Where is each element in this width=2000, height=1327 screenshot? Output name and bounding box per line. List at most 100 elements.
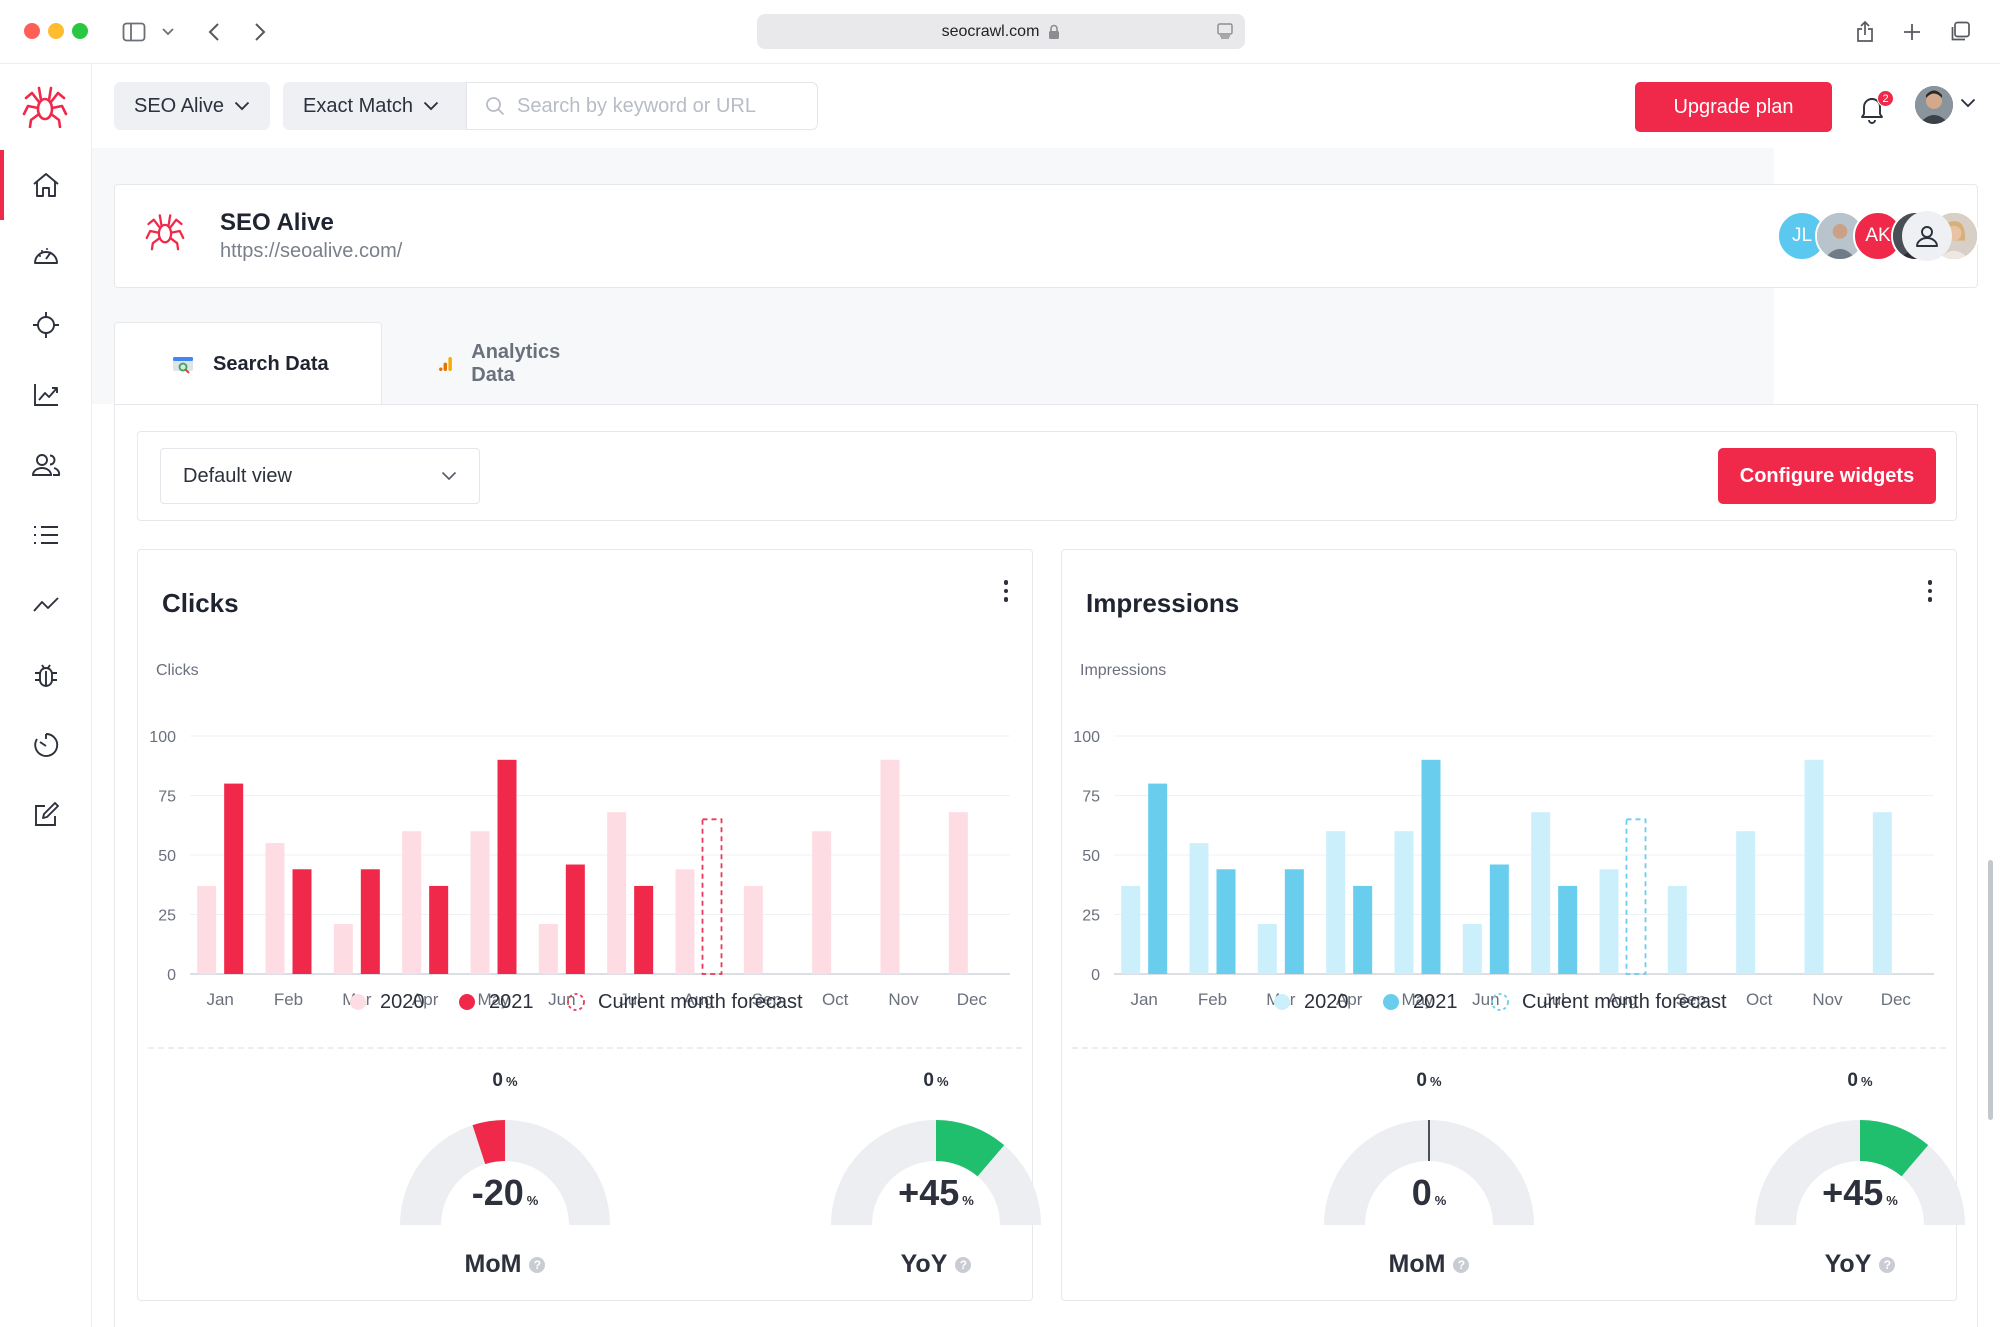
bar-2021-feb[interactable] [1216,869,1236,974]
close-window-button[interactable] [24,23,40,39]
y-tick-label: 0 [1091,967,1100,984]
bar-2020-may[interactable] [470,831,490,974]
help-icon[interactable]: ? [1879,1256,1896,1273]
help-icon[interactable]: ? [529,1256,546,1273]
match-type-select[interactable]: Exact Match [283,82,466,130]
bar-2020-jun[interactable] [1462,924,1482,974]
bar-2020-dec[interactable] [1872,812,1892,974]
x-tick-label: Dec [1881,990,1912,1009]
new-tab-button[interactable] [1896,16,1928,48]
back-button[interactable] [198,16,230,48]
chevron-right-icon [255,23,266,41]
sidebar-toggle-button[interactable] [118,16,150,48]
nav-tracking[interactable] [0,290,91,360]
nav-dashboard[interactable] [0,220,91,290]
gauge-value-number: -20 [471,1172,524,1213]
bar-2020-mar[interactable] [1257,924,1277,974]
x-tick-label: May [1401,990,1434,1009]
bar-2020-jan[interactable] [1121,885,1141,974]
widget-menu-button[interactable] [1920,576,1940,606]
legend-item[interactable]: Current month forecast [567,991,803,1013]
nav-performance[interactable] [0,360,91,430]
search-data-panel: Default view Configure widgets Clicks Cl… [114,404,1978,1327]
share-button[interactable] [1849,16,1881,48]
bar-2020-nov[interactable] [880,759,900,974]
gauge-label-text: YoY [1824,1250,1872,1278]
minimize-window-button[interactable] [48,23,64,39]
bar-2020-feb[interactable] [265,843,285,974]
reader-mode-icon[interactable] [1217,23,1233,39]
address-bar[interactable]: seocrawl.com [757,14,1245,49]
nav-notes[interactable] [0,780,91,850]
bar-forecast-aug[interactable] [701,818,723,975]
nav-site-audit[interactable] [0,640,91,710]
bar-2021-jan[interactable] [1148,783,1168,974]
bar-2020-sep[interactable] [743,885,763,974]
bar-2021-may[interactable] [497,759,517,974]
bar-2020-apr[interactable] [402,831,422,974]
legend-item[interactable]: Current month forecast [1491,991,1727,1013]
configure-widgets-button[interactable]: Configure widgets [1718,448,1936,504]
zoom-window-button[interactable] [72,23,88,39]
upgrade-plan-button[interactable]: Upgrade plan [1635,82,1832,132]
bar-2020-aug[interactable] [1599,869,1619,974]
bar-2021-feb[interactable] [292,869,312,974]
bar-2021-jun[interactable] [1489,864,1509,974]
legend-item[interactable]: 2021 [459,991,534,1013]
nav-competitors[interactable] [0,430,91,500]
bar-forecast-aug[interactable] [1625,818,1647,975]
page-scrollbar[interactable] [1988,860,1993,1120]
bar-2021-jun[interactable] [565,864,585,974]
bar-2021-jul[interactable] [1558,885,1578,974]
bar-2020-nov[interactable] [1804,759,1824,974]
bar-2021-mar[interactable] [360,869,380,974]
bar-2021-apr[interactable] [429,885,449,974]
legend-item[interactable]: 2020 [350,991,425,1013]
add-member-button[interactable] [1902,211,1952,261]
tab-overview-dropdown[interactable] [158,16,178,48]
seocrawl-logo[interactable] [22,84,68,128]
nav-trends[interactable] [0,570,91,640]
widget-menu-button[interactable] [996,576,1016,606]
clicks-bar-chart: Clicks0255075100JanFebMarAprMayJunJulAug… [149,662,1010,1009]
bar-2020-sep[interactable] [1667,885,1687,974]
user-avatar[interactable] [1915,86,1953,124]
project-url[interactable]: https://seoalive.com/ [220,240,403,262]
tab-search-data[interactable]: Search Data [114,322,382,406]
bar-2021-jul[interactable] [634,885,654,974]
nav-history[interactable] [0,710,91,780]
legend-item[interactable]: 2020 [1274,991,1349,1013]
bar-2020-may[interactable] [1394,831,1414,974]
view-select[interactable]: Default view [160,448,480,504]
dot [1927,580,1933,585]
search-input[interactable] [517,94,807,118]
forward-button[interactable] [244,16,276,48]
bar-2021-mar[interactable] [1284,869,1304,974]
nav-keyword-lists[interactable] [0,500,91,570]
bar-2020-apr[interactable] [1326,831,1346,974]
bar-2021-jan[interactable] [224,783,244,974]
legend-item[interactable]: 2021 [1383,991,1458,1013]
notification-badge: 2 [1877,90,1894,107]
help-icon[interactable]: ? [955,1256,972,1273]
bar-2020-jul[interactable] [607,812,627,974]
tabs-overview-button[interactable] [1944,16,1976,48]
gauge-value: 0% [1299,1172,1559,1214]
bar-2020-jan[interactable] [197,885,217,974]
bar-2020-oct[interactable] [1736,831,1756,974]
notifications-button[interactable]: 2 [1855,88,1895,128]
bar-2020-mar[interactable] [333,924,353,974]
bar-2020-feb[interactable] [1189,843,1209,974]
bar-2020-oct[interactable] [812,831,832,974]
help-icon[interactable]: ? [1453,1256,1470,1273]
bar-2021-may[interactable] [1421,759,1441,974]
bar-2020-jun[interactable] [538,924,558,974]
bar-2020-jul[interactable] [1531,812,1551,974]
tab-analytics-data[interactable]: Analytics Data [438,322,567,406]
bar-2021-apr[interactable] [1353,885,1373,974]
nav-home[interactable] [0,150,91,220]
chevron-down-icon[interactable] [1960,98,1976,108]
bar-2020-dec[interactable] [948,812,968,974]
bar-2020-aug[interactable] [675,869,695,974]
project-select[interactable]: SEO Alive [114,82,270,130]
